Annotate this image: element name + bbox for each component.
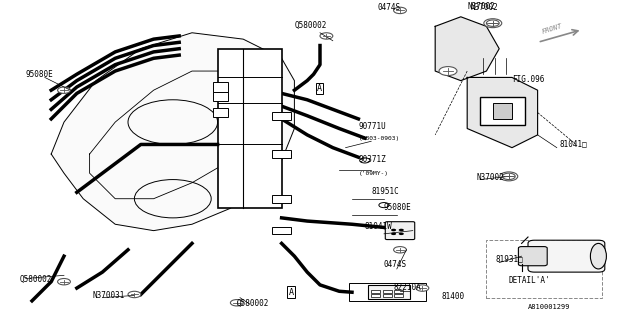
Bar	[213, 92, 228, 101]
Bar	[213, 108, 228, 117]
Circle shape	[399, 233, 404, 235]
FancyBboxPatch shape	[385, 222, 415, 240]
Text: N370031: N370031	[93, 291, 125, 300]
Circle shape	[320, 33, 333, 39]
Bar	[480, 97, 525, 125]
Text: A810001299: A810001299	[528, 304, 570, 310]
Text: ('09MY-): ('09MY-)	[358, 171, 388, 176]
Text: N37002: N37002	[467, 2, 495, 11]
Ellipse shape	[590, 244, 607, 269]
Text: A: A	[289, 288, 294, 297]
Text: 95080E: 95080E	[384, 203, 412, 212]
Text: 0474S: 0474S	[378, 4, 401, 12]
Circle shape	[484, 19, 502, 28]
Text: Q580002: Q580002	[294, 21, 327, 30]
Text: 81041W: 81041W	[365, 222, 392, 231]
Polygon shape	[467, 77, 538, 148]
Bar	[383, 294, 392, 297]
Circle shape	[439, 67, 457, 76]
Bar	[368, 285, 410, 299]
Text: FRONT: FRONT	[541, 23, 563, 35]
Text: (0803-0903): (0803-0903)	[358, 136, 399, 141]
Text: 81400: 81400	[442, 292, 465, 301]
Text: Q580002: Q580002	[237, 299, 269, 308]
Bar	[218, 49, 282, 208]
Circle shape	[391, 233, 396, 235]
Circle shape	[416, 285, 429, 291]
Bar	[371, 290, 380, 293]
Bar	[349, 283, 426, 301]
FancyBboxPatch shape	[518, 247, 547, 266]
Text: 95080E: 95080E	[26, 70, 53, 79]
Text: 82210A: 82210A	[394, 283, 421, 292]
Bar	[371, 294, 380, 297]
Bar	[272, 195, 291, 203]
Text: 81951C: 81951C	[371, 187, 399, 196]
Bar	[272, 227, 291, 235]
Text: DETAIL'A': DETAIL'A'	[509, 276, 550, 285]
Text: Q580002: Q580002	[19, 275, 52, 284]
Circle shape	[399, 229, 404, 231]
Text: N37002: N37002	[470, 4, 498, 12]
Bar	[493, 103, 512, 119]
Text: N37002: N37002	[477, 172, 504, 181]
Circle shape	[486, 20, 499, 26]
Bar	[272, 112, 291, 120]
Circle shape	[58, 278, 70, 285]
Circle shape	[502, 173, 515, 180]
FancyBboxPatch shape	[528, 240, 605, 272]
Bar	[394, 290, 403, 293]
Circle shape	[394, 7, 406, 14]
Circle shape	[391, 229, 396, 231]
Text: 90771U: 90771U	[358, 122, 386, 131]
Circle shape	[128, 291, 141, 298]
Bar	[272, 150, 291, 158]
Text: A: A	[317, 84, 322, 93]
Bar	[486, 240, 602, 298]
Text: 90371Z: 90371Z	[358, 155, 386, 164]
Polygon shape	[435, 17, 499, 81]
Bar	[213, 82, 228, 92]
Polygon shape	[51, 33, 294, 231]
Text: 0474S: 0474S	[384, 260, 407, 269]
Circle shape	[500, 172, 518, 181]
Circle shape	[58, 87, 70, 93]
Text: 81041□: 81041□	[560, 139, 588, 148]
Text: 81931□: 81931□	[496, 254, 524, 263]
Circle shape	[394, 247, 406, 253]
Text: FIG.096: FIG.096	[512, 75, 545, 84]
Bar	[394, 294, 403, 297]
Circle shape	[230, 300, 243, 306]
Bar	[383, 290, 392, 293]
